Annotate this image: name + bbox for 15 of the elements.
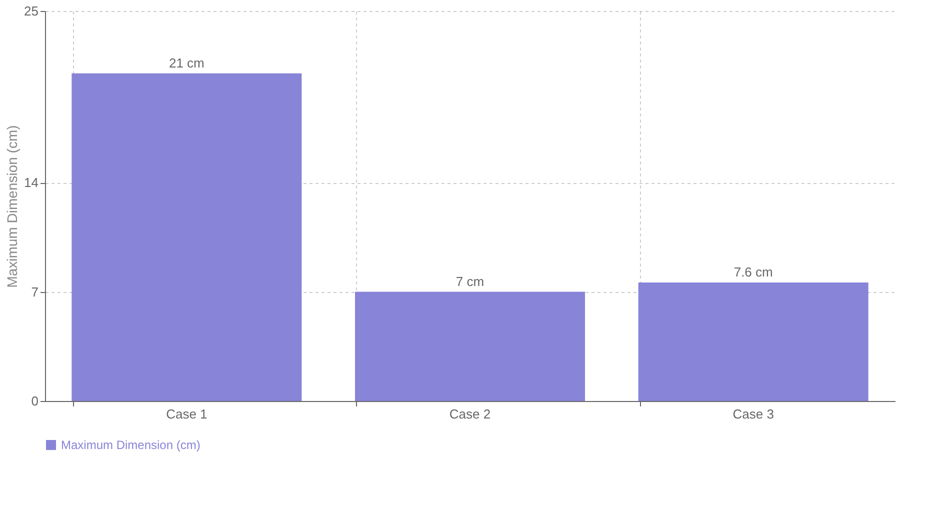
bar xyxy=(72,73,302,401)
data-label: 7.6 cm xyxy=(734,264,773,280)
y-axis-title: Maximum Dimension (cm) xyxy=(4,125,20,288)
y-tick-label: 14 xyxy=(24,175,38,190)
data-label: 21 cm xyxy=(168,55,204,70)
x-tick-label: Case 2 xyxy=(449,406,491,422)
x-tick-label: Case 3 xyxy=(732,406,774,422)
legend-label: Maximum Dimension (cm) xyxy=(61,438,200,452)
y-tick-label: 0 xyxy=(31,394,38,408)
data-label: 7 cm xyxy=(456,274,484,289)
x-tick-label: Case 1 xyxy=(166,406,208,422)
bar xyxy=(638,282,868,401)
y-tick-label: 7 xyxy=(31,284,38,300)
bar xyxy=(355,292,585,401)
y-tick-label: 25 xyxy=(24,4,38,18)
